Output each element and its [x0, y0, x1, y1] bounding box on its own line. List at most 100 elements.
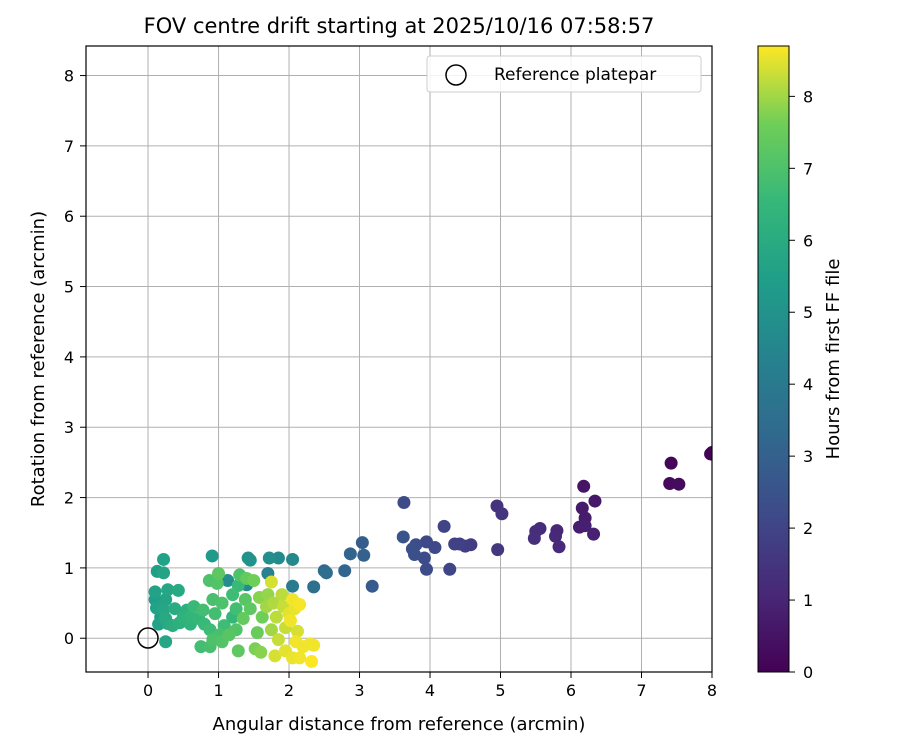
scatter-point [267, 596, 281, 610]
scatter-point [307, 638, 321, 652]
scatter-point [221, 574, 235, 588]
legend-box [426, 55, 702, 93]
scatter-point [549, 529, 562, 543]
y-axis-label: Rotation from reference (arcmin) [28, 211, 49, 507]
scatter-point [355, 536, 369, 550]
colorbar-tick-label: 7 [803, 159, 813, 178]
scatter-point [286, 552, 300, 566]
chart-title: FOV centre drift starting at 2025/10/16 … [144, 14, 655, 38]
scatter-point [236, 612, 250, 626]
scatter-point [229, 602, 243, 616]
scatter-point [290, 624, 304, 638]
scatter-point [419, 562, 433, 576]
scatter-point [157, 552, 171, 566]
scatter-point [319, 566, 333, 580]
y-tick-label: 5 [64, 278, 74, 297]
y-tick-label: 6 [64, 207, 74, 226]
x-tick-label: 5 [495, 681, 505, 700]
scatter-point [495, 507, 509, 521]
colorbar-label: Hours from first FF file [823, 259, 844, 460]
scatter-point [283, 614, 297, 628]
scatter-point [588, 494, 602, 508]
y-axis-ticks: 0 1 2 3 4 5 6 7 8 [64, 67, 86, 648]
y-tick-label: 2 [64, 489, 74, 508]
legend: Reference platepar [426, 55, 702, 93]
scatter-point [159, 593, 173, 607]
scatter-point [215, 596, 229, 610]
x-tick-label: 0 [143, 681, 153, 700]
scatter-point [552, 540, 566, 554]
scatter-point [587, 527, 601, 541]
scatter-point [448, 537, 462, 551]
scatter-point [357, 548, 371, 562]
data-points [148, 446, 712, 668]
scatter-point [157, 566, 171, 580]
scatter-point [365, 579, 379, 593]
reference-point-marker [137, 627, 159, 649]
scatter-point [226, 588, 240, 602]
scatter-point [443, 562, 457, 576]
scatter-point [210, 576, 224, 590]
y-tick-label: 1 [64, 559, 74, 578]
scatter-point [171, 583, 185, 597]
colorbar-gradient [757, 45, 790, 673]
scatter-point [264, 623, 278, 637]
colorbar-tick-label: 4 [803, 375, 813, 394]
colorbar-tick-label: 1 [803, 591, 813, 610]
colorbar-tick-label: 2 [803, 519, 813, 538]
scatter-point [307, 580, 321, 594]
scatter-point [408, 548, 422, 562]
scatter-point [575, 501, 589, 515]
scatter-point [243, 602, 257, 616]
y-tick-label: 8 [64, 67, 74, 86]
y-tick-label: 3 [64, 418, 74, 437]
x-tick-label: 2 [284, 681, 294, 700]
scatter-point [196, 603, 210, 617]
scatter-point [491, 543, 505, 557]
scatter-point [231, 644, 245, 658]
y-tick-label: 4 [64, 348, 74, 367]
scatter-point [148, 585, 162, 599]
colorbar-ticks: 0 1 2 3 4 5 6 7 8 [789, 87, 813, 682]
scatter-point [262, 551, 276, 565]
scatter-point [338, 564, 352, 578]
legend-marker-icon [445, 64, 467, 86]
scatter-point [159, 635, 173, 649]
scatter-point [396, 530, 410, 544]
grid-lines [86, 46, 713, 672]
scatter-point [269, 610, 283, 624]
y-tick-label: 0 [64, 629, 74, 648]
colorbar-tick-label: 0 [803, 663, 813, 682]
x-tick-label: 8 [707, 681, 717, 700]
scatter-point [194, 640, 208, 654]
scatter-point [664, 456, 678, 470]
colorbar-tick-label: 8 [803, 87, 813, 106]
scatter-point [343, 547, 357, 561]
scatter-point [268, 649, 282, 663]
scatter-point [208, 607, 222, 621]
scatter-point [168, 602, 182, 616]
x-tick-label: 1 [213, 681, 223, 700]
scatter-point [305, 654, 319, 668]
scatter-point [437, 519, 451, 533]
y-tick-label: 7 [64, 137, 74, 156]
scatter-point [397, 495, 411, 509]
scatter-point [577, 479, 591, 493]
scatter-point [275, 588, 289, 602]
scatter-point [419, 535, 433, 549]
scatter-point [264, 575, 278, 589]
colorbar-tick-label: 5 [803, 303, 813, 322]
x-tick-label: 3 [354, 681, 364, 700]
colorbar-tick-label: 3 [803, 447, 813, 466]
scatter-point [250, 626, 264, 640]
scatter-point [203, 623, 217, 637]
scatter-point [205, 549, 219, 563]
scatter-point [417, 551, 431, 565]
x-tick-label: 6 [566, 681, 576, 700]
colorbar: 0 1 2 3 4 5 6 7 8 Hours from first FF file [757, 45, 844, 682]
x-tick-label: 7 [636, 681, 646, 700]
scatter-point [255, 610, 269, 624]
scatter-point [672, 477, 686, 491]
scatter-point [293, 597, 307, 611]
